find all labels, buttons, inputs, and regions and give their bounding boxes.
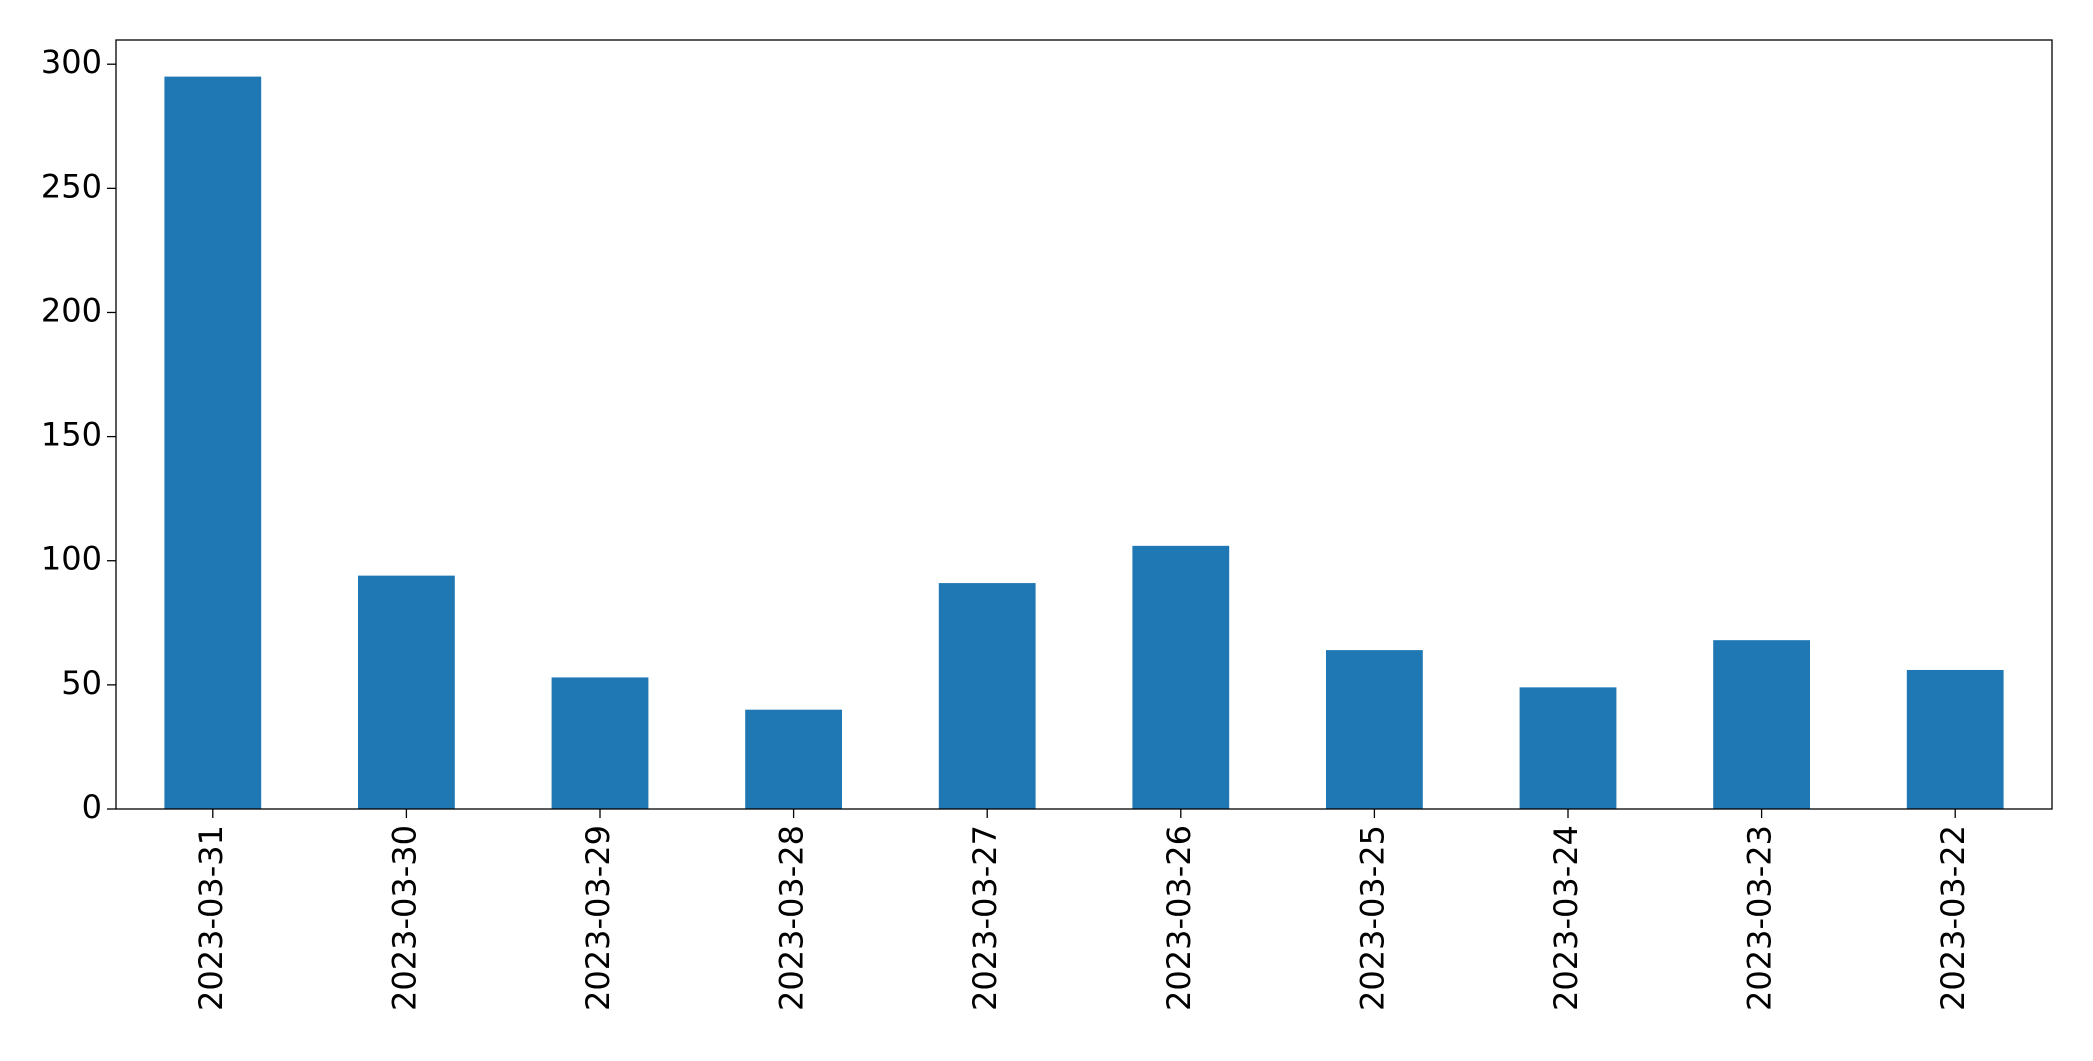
bar — [1906, 669, 2004, 809]
x-tick-label: 2023-03-31 — [192, 825, 230, 1011]
y-tick-label: 50 — [61, 664, 102, 702]
bar — [1326, 650, 1423, 809]
x-tick-label: 2023-03-25 — [1353, 825, 1391, 1011]
x-tick-label: 2023-03-22 — [1934, 825, 1972, 1011]
x-tick-label: 2023-03-30 — [385, 825, 423, 1011]
bar — [551, 677, 649, 809]
bar — [358, 575, 455, 809]
y-tick-label: 0 — [82, 788, 102, 826]
bar — [1132, 545, 1230, 809]
x-tick-label: 2023-03-26 — [1160, 825, 1198, 1011]
x-tick-label: 2023-03-27 — [966, 825, 1004, 1011]
bar — [1519, 687, 1617, 809]
x-tick-label: 2023-03-28 — [773, 825, 811, 1011]
bar — [938, 583, 1036, 809]
x-tick-label: 2023-03-23 — [1741, 825, 1779, 1011]
bar — [745, 709, 842, 809]
y-tick-label: 300 — [41, 43, 102, 81]
bar — [164, 76, 262, 810]
x-tick-label: 2023-03-24 — [1547, 825, 1585, 1011]
y-tick-label: 200 — [41, 291, 102, 329]
x-tick-label: 2023-03-29 — [579, 825, 617, 1011]
y-tick-label: 250 — [41, 167, 102, 205]
bar — [1713, 640, 1810, 809]
y-tick-label: 100 — [41, 540, 102, 578]
y-tick-label: 150 — [41, 416, 102, 454]
plot-frame — [115, 39, 2053, 810]
